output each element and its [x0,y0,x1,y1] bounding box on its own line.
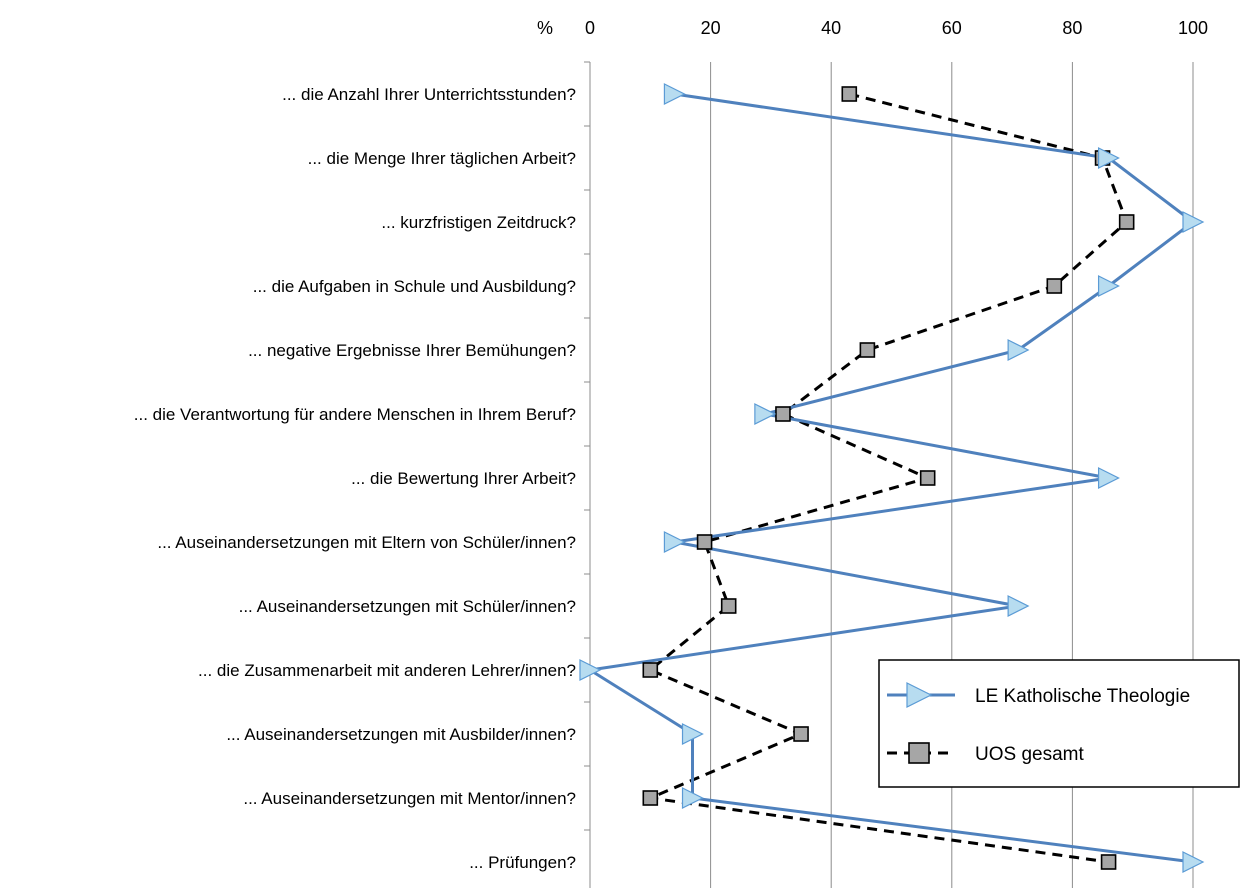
data-point [696,534,713,550]
data-point [841,86,858,102]
data-point [1007,339,1030,361]
category-axis [584,61,591,888]
x-tick-label: 40 [821,18,841,38]
data-point [859,342,876,358]
data-point [775,406,791,422]
category-label: ... negative Ergebnisse Ihrer Bemühungen… [248,341,576,360]
category-label: ... Auseinandersetzungen mit Mentor/inne… [243,789,576,808]
data-point [1182,851,1205,873]
legend-marker [906,682,933,708]
data-point [579,659,602,681]
data-point [1100,854,1117,870]
data-point [919,470,936,486]
legend-label: LE Katholische Theologie [975,686,1190,707]
x-tick-label: 80 [1062,18,1082,38]
x-tick-label: 60 [942,18,962,38]
category-label: ... die Aufgaben in Schule und Ausbildun… [253,277,576,296]
data-point [642,662,659,678]
category-label: ... die Bewertung Ihrer Arbeit? [351,469,576,488]
data-point [1097,147,1120,169]
category-label: ... die Menge Ihrer täglichen Arbeit? [308,149,576,168]
data-point [754,403,777,425]
x-tick-label: 20 [701,18,721,38]
data-point [1118,214,1135,230]
category-label: ... die Anzahl Ihrer Unterrichtsstunden? [282,85,576,104]
x-tick-label: 100 [1178,18,1208,38]
data-point [681,787,704,809]
legend: LE Katholische Theologie UOS gesamt [878,659,1240,788]
data-point [642,790,659,806]
x-axis-unit-label: % [537,18,553,38]
legend-box [878,659,1240,788]
category-label: ... Auseinandersetzungen mit Schüler/inn… [239,597,576,616]
category-labels: ... die Anzahl Ihrer Unterrichtsstunden?… [134,85,576,872]
category-label: ... Auseinandersetzungen mit Eltern von … [157,533,576,552]
data-point [663,531,686,553]
series-0-markers [579,83,1205,873]
data-point [663,83,686,105]
data-point [1097,467,1120,489]
data-point [1046,278,1063,294]
category-label: ... Prüfungen? [469,853,576,872]
category-label: ... Auseinandersetzungen mit Ausbilder/i… [226,725,576,744]
data-point [1097,275,1120,297]
data-point [1007,595,1030,617]
category-label: ... die Zusammenarbeit mit anderen Lehre… [198,661,576,680]
data-point [1182,211,1205,233]
legend-marker [908,742,930,764]
legend-label: UOS gesamt [975,744,1084,765]
data-point [681,723,704,745]
data-point [793,726,809,742]
data-point [720,598,737,614]
category-label: ... die Verantwortung für andere Mensche… [134,405,576,424]
category-label: ... kurzfristigen Zeitdruck? [381,213,576,232]
series-layer [579,83,1205,873]
x-tick-label: 0 [585,18,595,38]
x-axis-tick-labels: 0 20 40 60 80 100 [585,18,1208,38]
